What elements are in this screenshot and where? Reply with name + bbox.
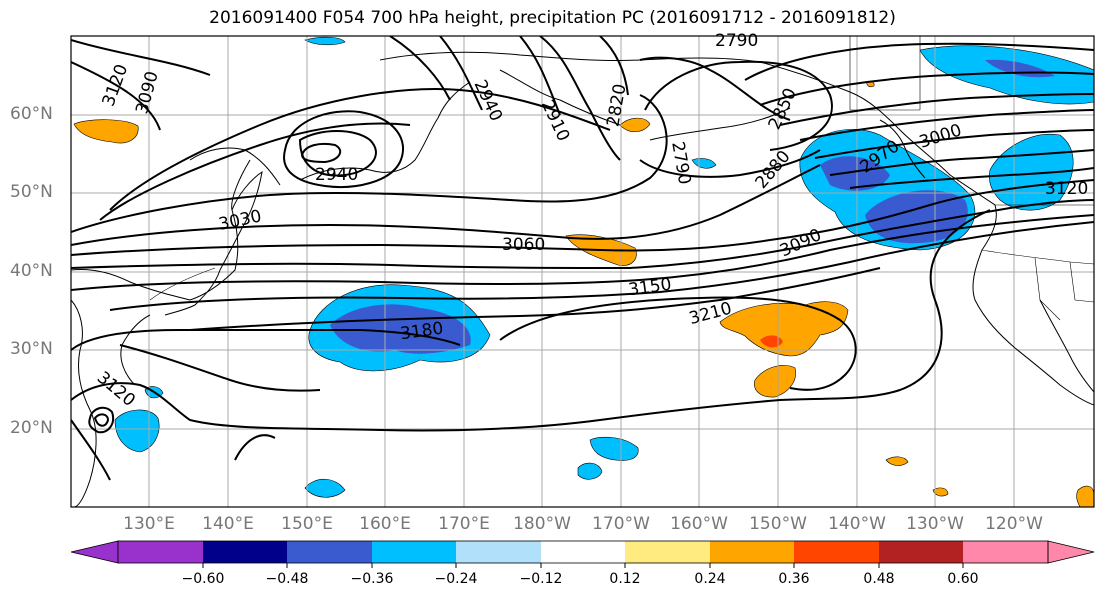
contour-label: 2790 [715, 31, 758, 51]
lon-label: 120°W [985, 514, 1043, 534]
colorbar-tick-label: 0.24 [694, 571, 726, 587]
contour-label: 2940 [315, 165, 358, 185]
colorbar-cell [794, 541, 879, 563]
colorbar-cell [287, 541, 372, 563]
lon-label: 130°W [906, 514, 964, 534]
colorbar-tick-label: −0.24 [434, 571, 478, 587]
colorbar-extend-high [1047, 540, 1095, 564]
map-area [71, 36, 1094, 507]
colorbar-tick-label: 0.60 [947, 571, 979, 587]
lat-label: 30°N [10, 339, 53, 359]
colorbar-tick-label: 0.36 [778, 571, 810, 587]
precip-shading [73, 36, 1094, 507]
lon-label: 150°W [749, 514, 807, 534]
contour-label: 3060 [502, 235, 545, 255]
lon-label: 140°E [202, 514, 254, 534]
lon-label: 130°E [123, 514, 175, 534]
lon-label: 150°E [281, 514, 333, 534]
height-contours [71, 36, 1094, 481]
lon-label: 180°W [513, 514, 571, 534]
colorbar-cell [541, 541, 625, 563]
colorbar-cell [625, 541, 710, 563]
colorbar-cell [203, 541, 287, 563]
lat-label: 20°N [10, 418, 53, 438]
lon-label: 160°E [359, 514, 411, 534]
lon-label: 170°W [592, 514, 650, 534]
negative-anomaly-areas [114, 36, 1094, 498]
lon-label: 160°W [670, 514, 728, 534]
contour-label: 3120 [1045, 179, 1088, 199]
map-title: 2016091400 F054 700 hPa height, precipit… [209, 8, 896, 28]
colorbar-cell [710, 541, 794, 563]
lat-label: 40°N [10, 261, 53, 281]
colorbar [70, 540, 1095, 568]
colorbar-cell [963, 541, 1048, 563]
colorbar-tick-label: −0.60 [181, 571, 225, 587]
colorbar-cell [118, 541, 203, 563]
colorbar-tick-label: 0.48 [863, 571, 895, 587]
colorbar-tick-label: −0.36 [350, 571, 394, 587]
colorbar-extend-low [70, 540, 119, 564]
lon-label: 140°W [828, 514, 886, 534]
colorbar-tick-label: 0.12 [609, 571, 641, 587]
lat-label: 60°N [10, 104, 53, 124]
colorbar-cell [372, 541, 456, 563]
colorbar-cell [879, 541, 963, 563]
lon-label: 170°E [438, 514, 490, 534]
political-borders [149, 36, 1094, 321]
colorbar-cell [456, 541, 541, 563]
colorbar-tick-label: −0.12 [519, 571, 563, 587]
lat-label: 50°N [10, 182, 53, 202]
map-frame [70, 35, 1095, 508]
colorbar-tick-label: −0.48 [265, 571, 309, 587]
